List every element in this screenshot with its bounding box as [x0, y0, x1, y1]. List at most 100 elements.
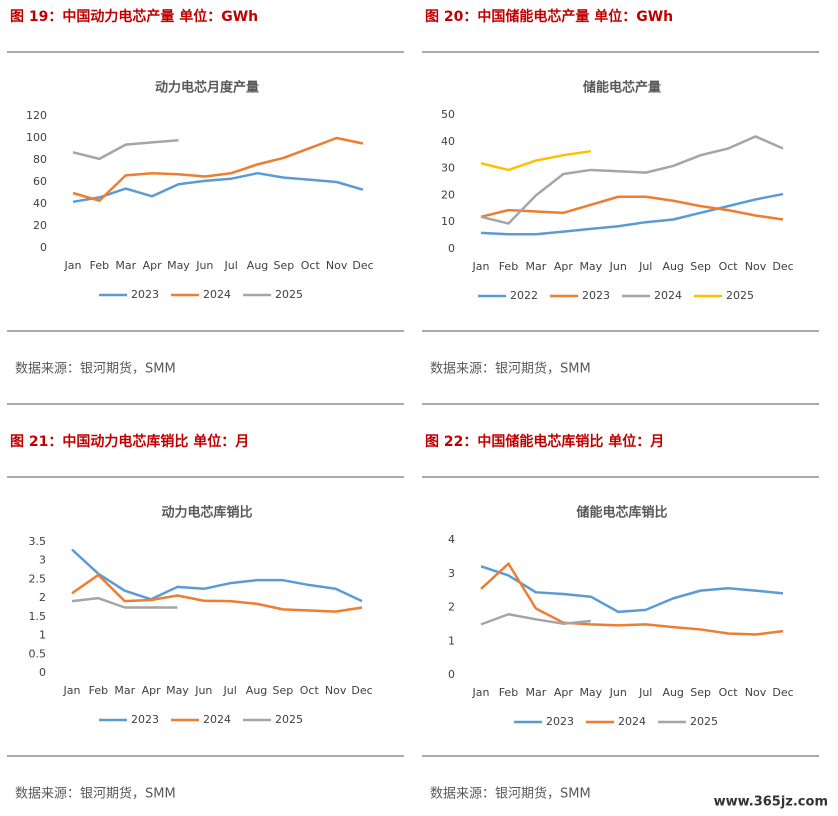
y-tick-label: 60	[33, 175, 47, 188]
x-tick-label: Nov	[325, 684, 347, 697]
figure-caption: 图 21：中国动力电芯库销比 单位：月	[10, 433, 249, 450]
x-tick-label: Nov	[745, 260, 767, 273]
y-tick-label: 2.5	[29, 572, 47, 585]
x-tick-label: Sep	[690, 260, 711, 273]
legend-label: 2023	[582, 289, 610, 302]
x-tick-label: Jan	[64, 259, 82, 272]
x-tick-label: Feb	[499, 260, 518, 273]
y-tick-label: 2	[39, 591, 46, 604]
legend-label: 2023	[546, 715, 574, 728]
x-tick-label: Aug	[246, 684, 267, 697]
x-tick-label: Aug	[247, 259, 268, 272]
x-tick-label: Nov	[745, 686, 767, 699]
series-line	[71, 573, 363, 613]
figure-caption: 图 22：中国储能电芯库销比 单位：月	[425, 433, 664, 450]
x-tick-label: Jul	[223, 684, 237, 697]
x-tick-label: Dec	[772, 260, 793, 273]
x-tick-label: Aug	[662, 686, 683, 699]
x-tick-label: Jan	[472, 260, 490, 273]
series-line	[72, 138, 179, 161]
legend-label: 2022	[510, 289, 538, 302]
x-tick-label: Jun	[195, 259, 213, 272]
legend-label: 2025	[690, 715, 718, 728]
figure-caption: 图 19：中国动力电芯产量 单位：GWh	[10, 8, 258, 25]
x-tick-label: Jun	[609, 260, 627, 273]
y-tick-label: 3	[39, 554, 46, 567]
x-tick-label: Sep	[273, 684, 294, 697]
x-tick-label: Jan	[472, 686, 490, 699]
x-tick-label: May	[166, 684, 189, 697]
series-line	[72, 136, 364, 202]
series-line	[480, 195, 784, 221]
x-tick-label: Feb	[499, 686, 518, 699]
x-tick-label: Dec	[351, 684, 372, 697]
y-tick-label: 0	[448, 242, 455, 255]
x-tick-label: Dec	[772, 686, 793, 699]
y-tick-label: 1.5	[29, 610, 47, 623]
x-tick-label: Apr	[142, 684, 162, 697]
y-tick-label: 0	[39, 666, 46, 679]
x-tick-label: Jul	[638, 686, 652, 699]
series-line	[480, 192, 784, 236]
x-tick-label: May	[579, 260, 602, 273]
y-tick-label: 1	[448, 634, 455, 647]
series-line	[480, 562, 784, 636]
watermark: www.365jz.com	[714, 795, 828, 810]
x-tick-label: Feb	[89, 684, 108, 697]
source-note: 数据来源：银河期货，SMM	[430, 361, 591, 377]
y-tick-label: 0	[40, 241, 47, 254]
chart-title: 动力电芯库销比	[161, 505, 252, 521]
legend-label: 2023	[131, 288, 159, 301]
series-line	[480, 565, 784, 614]
source-note: 数据来源：银河期货，SMM	[15, 361, 176, 377]
y-tick-label: 100	[26, 131, 47, 144]
x-tick-label: May	[167, 259, 190, 272]
x-tick-label: Feb	[90, 259, 109, 272]
legend-label: 2024	[203, 713, 231, 726]
series-line	[71, 596, 178, 609]
x-tick-label: Jun	[609, 686, 627, 699]
x-tick-label: Jul	[224, 259, 238, 272]
y-tick-label: 40	[33, 197, 47, 210]
x-tick-label: May	[579, 686, 602, 699]
legend-label: 2023	[131, 713, 159, 726]
series-line	[480, 149, 591, 172]
chart-title: 储能电芯库销比	[575, 505, 667, 521]
x-tick-label: Dec	[352, 259, 373, 272]
y-tick-label: 20	[33, 219, 47, 232]
x-tick-label: Oct	[300, 684, 320, 697]
x-tick-label: Sep	[274, 259, 295, 272]
x-tick-label: Apr	[554, 260, 574, 273]
legend-label: 2025	[726, 289, 754, 302]
x-tick-label: Jan	[63, 684, 81, 697]
y-tick-label: 0.5	[29, 647, 47, 660]
y-tick-label: 3	[448, 567, 455, 580]
x-tick-label: Mar	[114, 684, 135, 697]
y-tick-label: 40	[441, 135, 455, 148]
series-line	[72, 171, 364, 204]
legend-label: 2024	[654, 289, 682, 302]
y-tick-label: 4	[448, 533, 455, 546]
y-tick-label: 1	[39, 629, 46, 642]
y-tick-label: 10	[441, 215, 455, 228]
x-tick-label: Oct	[719, 260, 739, 273]
legend-label: 2025	[275, 288, 303, 301]
chart-title: 储能电芯产量	[582, 80, 661, 96]
x-tick-label: Jun	[194, 684, 212, 697]
y-tick-label: 80	[33, 153, 47, 166]
x-tick-label: Apr	[554, 686, 574, 699]
series-line	[480, 613, 591, 626]
legend-label: 2024	[618, 715, 646, 728]
x-tick-label: Apr	[143, 259, 163, 272]
x-tick-label: Mar	[526, 686, 547, 699]
x-tick-label: Mar	[526, 260, 547, 273]
y-tick-label: 2	[448, 601, 455, 614]
x-tick-label: Oct	[301, 259, 321, 272]
series-line	[71, 548, 363, 603]
y-tick-label: 20	[441, 188, 455, 201]
figure-caption: 图 20：中国储能电芯产量 单位：GWh	[425, 8, 673, 25]
x-tick-label: Nov	[326, 259, 348, 272]
y-tick-label: 0	[448, 668, 455, 681]
x-tick-label: Mar	[115, 259, 136, 272]
y-tick-label: 3.5	[29, 535, 47, 548]
